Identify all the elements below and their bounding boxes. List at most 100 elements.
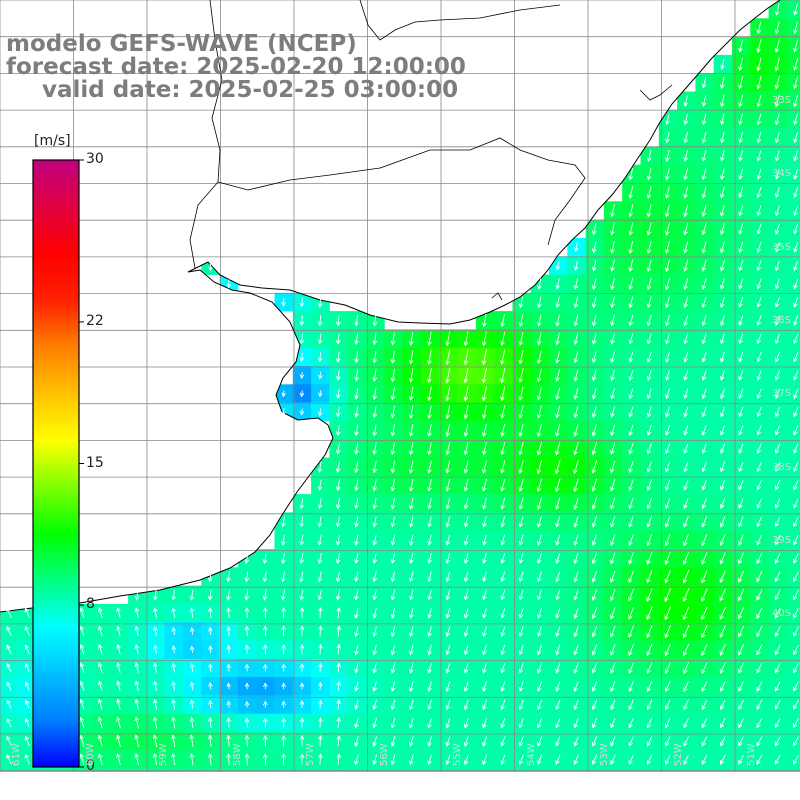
wind-arrow [555, 296, 560, 309]
wind-arrow [189, 681, 195, 691]
wind-arrow [756, 534, 763, 546]
wind-arrow [299, 408, 305, 416]
wind-arrow [646, 388, 652, 400]
wind-arrow [756, 754, 763, 765]
wind-arrow [171, 607, 176, 618]
wind-arrow [683, 718, 689, 729]
wind-arrow [793, 516, 799, 528]
wind-arrow [427, 607, 432, 619]
wind-arrow [720, 58, 725, 71]
wind-arrow [372, 754, 378, 766]
wind-arrow [445, 497, 451, 510]
wind-arrow [774, 186, 780, 199]
wind-arrow [500, 626, 506, 638]
wind-arrow [701, 168, 707, 181]
wind-arrow [171, 716, 176, 729]
wind-arrow [555, 261, 561, 271]
wind-arrow [318, 625, 323, 637]
wind-arrow [665, 131, 670, 144]
wind-arrow [317, 315, 323, 327]
wind-arrow [79, 734, 85, 747]
wind-arrow [774, 607, 781, 619]
wind-arrow [372, 534, 378, 546]
lat-lon-grid [0, 0, 800, 772]
wind-arrow [372, 589, 378, 601]
wind-arrow [281, 571, 286, 583]
wind-arrow [116, 716, 121, 729]
wind-arrow [756, 205, 762, 217]
wind-arrow [719, 754, 726, 765]
wind-arrow [445, 534, 451, 546]
wind-arrow [591, 662, 598, 674]
wind-arrow [646, 699, 653, 711]
wind-arrow [134, 734, 140, 748]
wind-arrow [719, 606, 726, 620]
wind-arrow [299, 663, 305, 672]
wind-arrow [664, 662, 671, 675]
wind-arrow [738, 370, 744, 381]
wind-arrow [683, 736, 689, 747]
wind-arrow [372, 350, 378, 364]
wind-arrow [97, 753, 103, 766]
wind-arrow [738, 94, 744, 108]
coastline [0, 0, 781, 613]
wind-arrow [189, 771, 195, 784]
wind-arrow [793, 260, 799, 272]
latitude-label: 35S [772, 241, 792, 253]
wind-arrow [573, 497, 579, 510]
wind-arrow [372, 406, 378, 419]
wind-arrow [317, 296, 323, 308]
wind-arrow [536, 516, 542, 528]
wind-arrow [408, 460, 414, 474]
wind-arrow [737, 607, 745, 620]
wind-arrow [591, 534, 597, 546]
wind-arrow [591, 223, 597, 236]
wind-arrow [683, 498, 689, 510]
wind-arrow [482, 553, 487, 565]
wind-arrow [171, 626, 177, 635]
wind-arrow [664, 681, 671, 693]
wind-arrow [738, 552, 744, 565]
wind-arrow [500, 516, 506, 528]
wind-arrow [646, 772, 653, 784]
wind-arrow [701, 76, 707, 89]
wind-arrow [409, 717, 414, 729]
wind-arrow [518, 681, 524, 692]
wind-arrow [537, 754, 543, 766]
wind-arrow [445, 460, 451, 474]
wind-arrow [573, 607, 579, 620]
wind-arrow [482, 681, 487, 692]
wind-arrow [518, 441, 524, 456]
wind-arrow [24, 772, 30, 783]
wind-arrow [591, 681, 598, 692]
wind-arrow [317, 681, 323, 690]
wind-arrow [646, 497, 652, 510]
wind-arrow [262, 717, 268, 728]
wind-arrow [171, 734, 176, 748]
wind-arrow [738, 296, 744, 308]
wind-arrow [719, 94, 725, 108]
wind-arrow [701, 699, 708, 711]
wind-arrow [793, 534, 799, 546]
wind-arrow [390, 754, 396, 766]
wind-arrow [263, 663, 268, 672]
wind-arrow [591, 387, 597, 400]
wind-arrow [354, 516, 359, 528]
wind-arrow [665, 277, 671, 291]
longitude-label: 61W [11, 743, 22, 766]
wind-arrow [591, 241, 597, 254]
wind-arrow [427, 331, 432, 347]
longitude-label: 57W [305, 743, 316, 766]
model-title: modelo GEFS-WAVE (NCEP) [6, 31, 357, 57]
wind-arrow [628, 314, 634, 327]
wind-arrow [427, 405, 432, 420]
latitude-label: 36S [772, 314, 792, 326]
wind-arrow [793, 315, 799, 326]
wind-arrow [445, 699, 451, 711]
wind-arrow [244, 700, 250, 708]
wind-arrow [573, 626, 579, 638]
wind-arrow [116, 643, 121, 655]
wind-arrow [445, 626, 451, 638]
wind-arrow [189, 734, 195, 747]
wind-arrow [463, 662, 469, 674]
